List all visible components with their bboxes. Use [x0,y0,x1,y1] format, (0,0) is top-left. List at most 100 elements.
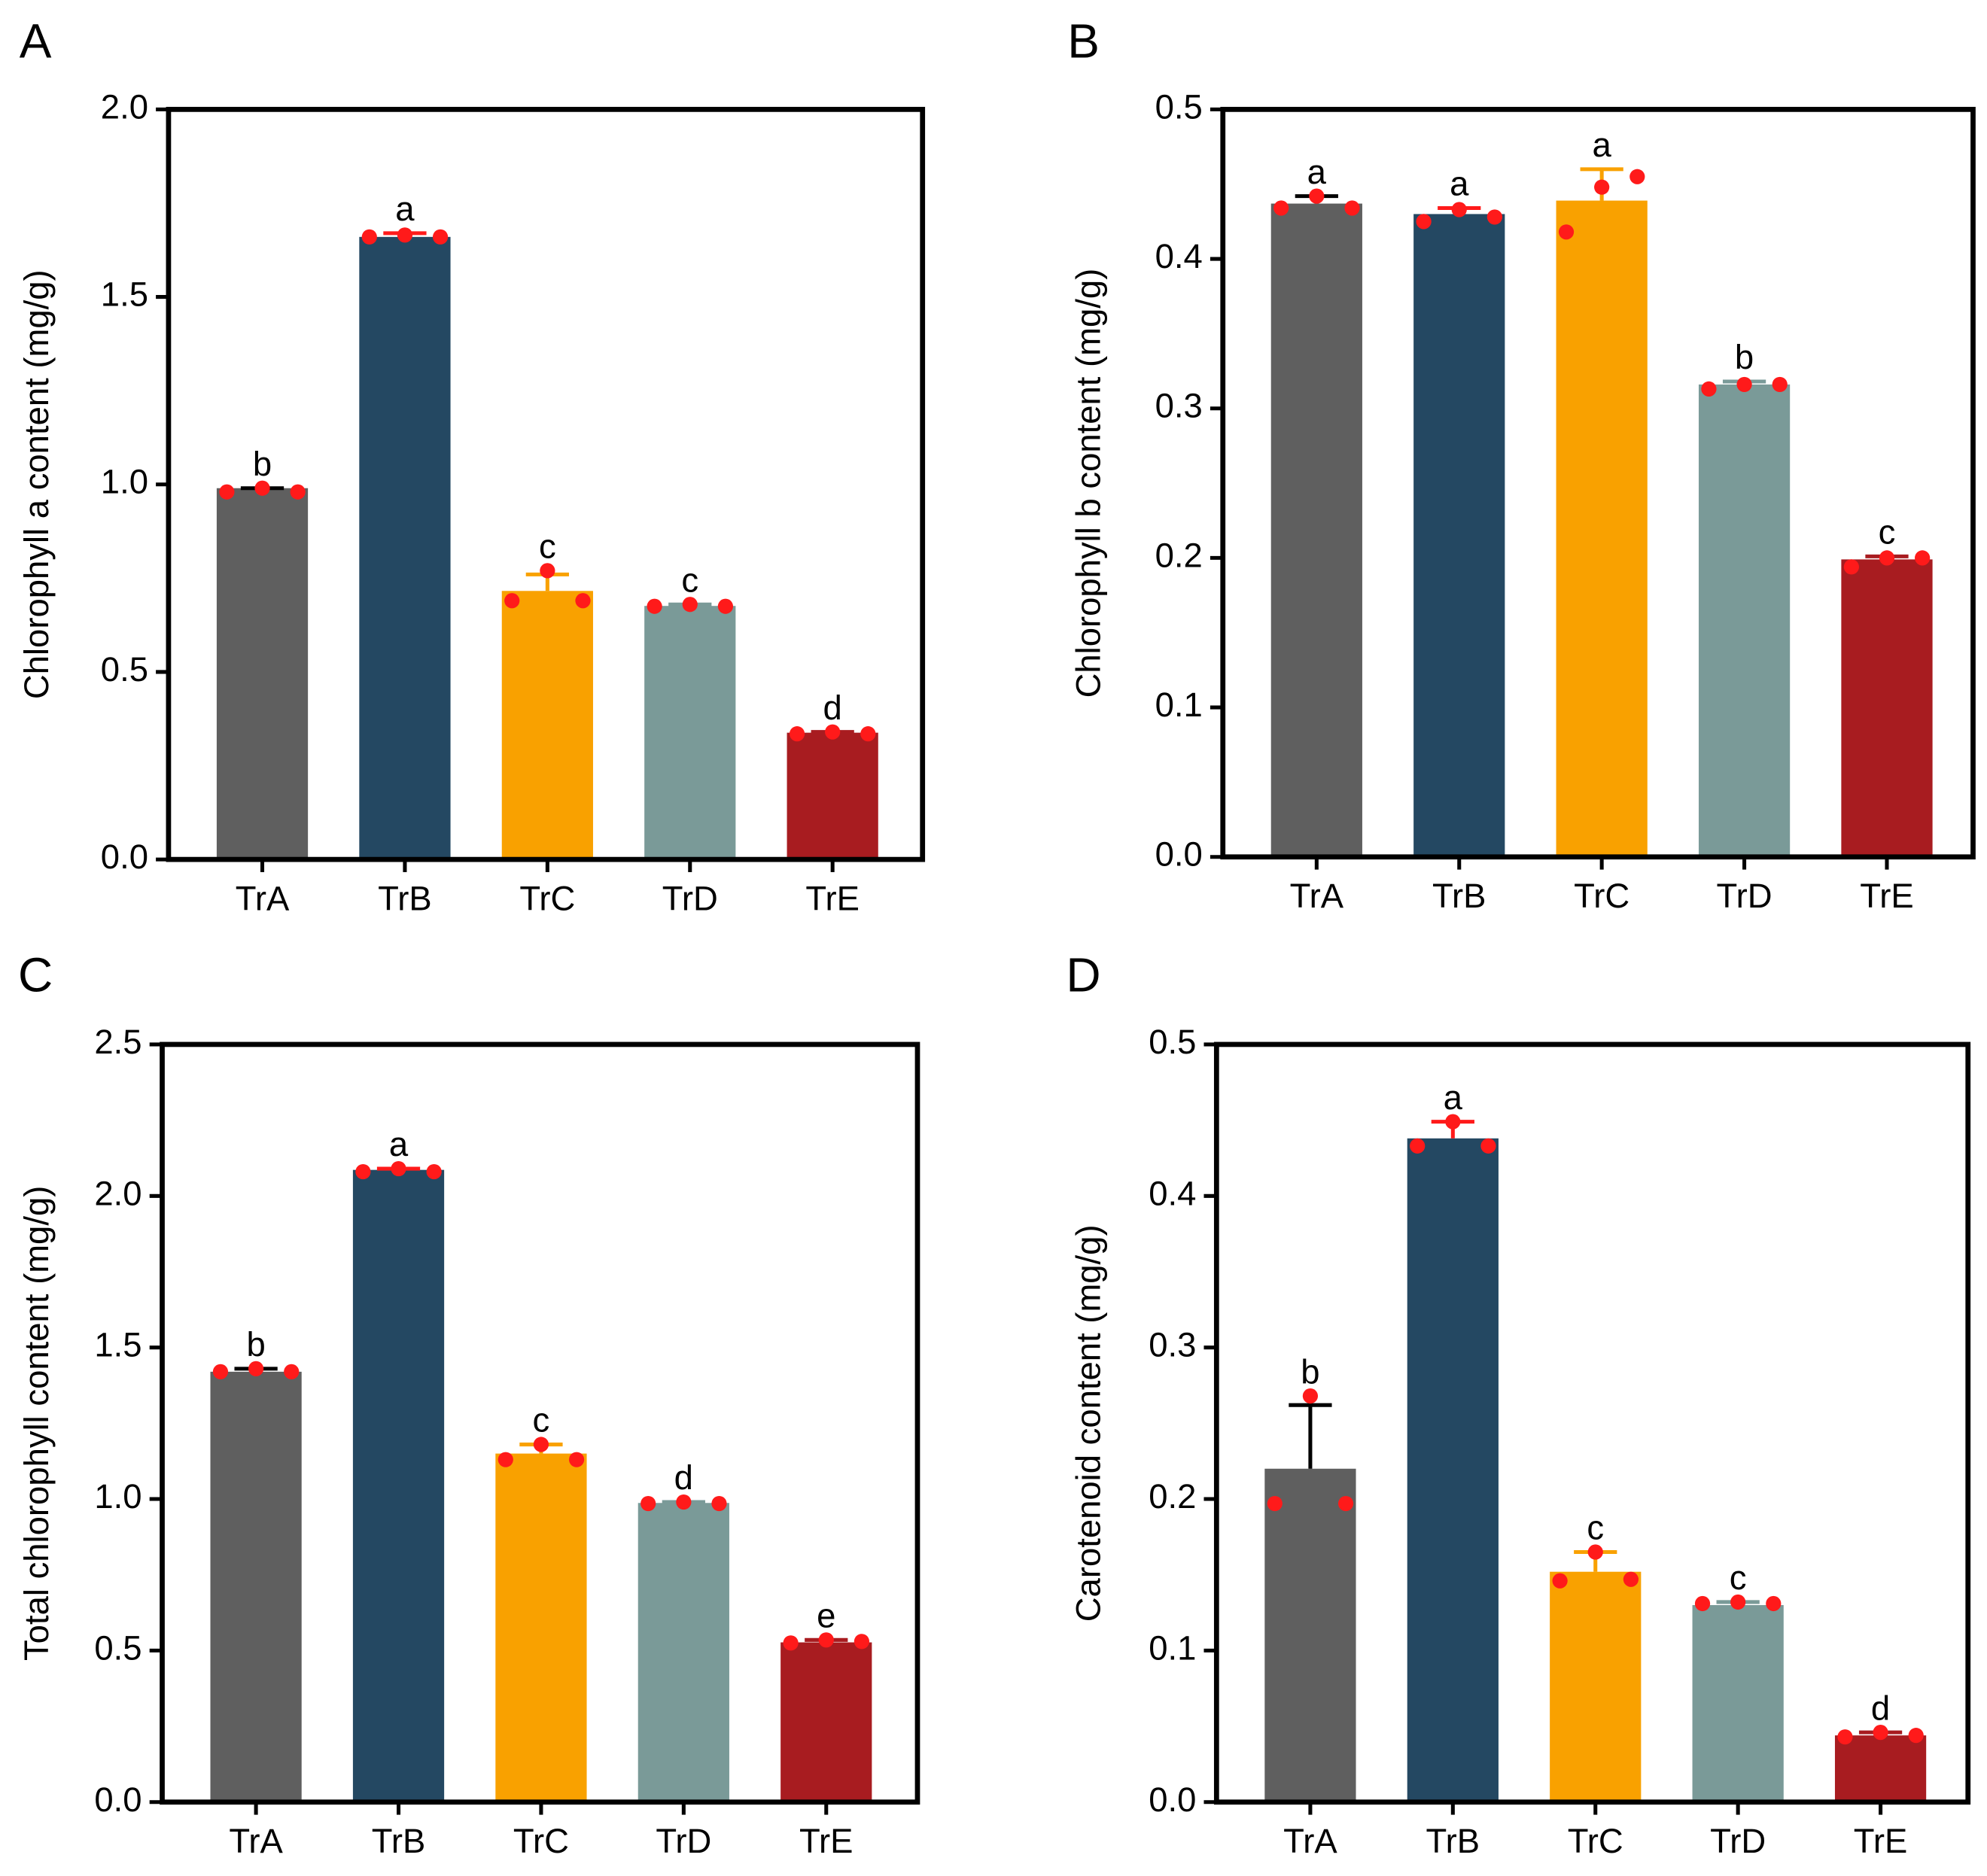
data-point [1445,1114,1461,1130]
data-point [641,1495,656,1512]
significance-label: b [253,445,272,483]
x-tick-label: TrE [1860,877,1914,915]
bar-trd [637,1503,729,1802]
significance-label: b [1735,338,1754,376]
data-point [860,726,876,742]
panel-label: D [1066,947,1100,1002]
bar-trd [644,606,736,860]
y-tick-label: 0.5 [1155,87,1203,126]
x-tick-label: TrE [805,879,860,917]
bar-trc [501,591,593,860]
data-point [1837,1729,1853,1745]
x-tick-label: TrC [1574,877,1629,915]
data-point [1267,1495,1283,1512]
y-tick-label: 0.3 [1149,1326,1196,1364]
x-tick-label: TrC [513,1822,569,1860]
significance-label: c [1879,513,1896,552]
data-point [1701,381,1717,397]
data-point [1558,224,1575,240]
bar-tra [216,488,309,860]
x-tick-label: TrB [1426,1822,1480,1860]
data-point [1552,1573,1568,1589]
bar-trd [1698,384,1791,857]
data-point [540,563,555,579]
y-tick-label: 1.5 [94,1326,141,1364]
data-point [290,484,306,500]
data-point [1694,1595,1711,1612]
data-point [1587,1544,1603,1560]
data-point [1629,169,1645,184]
y-tick-label: 0.5 [94,1628,141,1667]
data-point [1730,1594,1746,1610]
x-tick-label: TrB [378,879,432,917]
panel-b: B Chlorophyll b content (mg/g) 0.0 0.1 0.2 0.… [1067,14,1976,915]
x-tick-label: TrA [236,879,290,917]
x-tick-label: TrC [519,879,575,917]
data-point [426,1163,442,1180]
y-tick-label: 0.5 [101,650,148,689]
data-point [533,1437,549,1452]
significance-label: b [1301,1352,1319,1391]
bar-tre [1834,1735,1927,1802]
significance-label: a [1450,165,1469,203]
data-point [818,1632,834,1648]
y-tick-label: 1.0 [101,463,148,501]
data-point [397,227,413,243]
y-tick-label: 0.2 [1149,1477,1196,1516]
data-point [1915,550,1931,566]
y-tick-label: 0.4 [1149,1174,1196,1212]
data-point [1594,179,1610,195]
significance-label: a [389,1125,409,1163]
x-tick-label: TrB [1432,877,1486,915]
y-tick-label: 2.5 [94,1023,141,1061]
data-point [1879,550,1895,566]
data-point [1486,209,1502,225]
data-point [575,593,591,609]
data-point [568,1452,585,1467]
data-point [212,1364,229,1379]
data-point [783,1635,799,1651]
bar-trc [1556,200,1648,857]
bar-trc [495,1453,587,1802]
y-tick-label: 0.0 [1155,835,1203,874]
y-axis-label: Carotenoid content (mg/g) [1069,1224,1107,1622]
significance-label: c [1587,1509,1604,1547]
panel-c: C Total chlorophyll content (mg/g) 0.0 0.5 1… [17,947,920,1860]
data-point [1766,1595,1782,1612]
data-point [711,1495,727,1512]
y-tick-label: 0.0 [1149,1780,1196,1819]
y-tick-label: 0.2 [1155,536,1203,574]
data-point [1344,200,1360,216]
y-tick-label: 0.1 [1149,1628,1196,1667]
significance-label: e [817,1596,835,1634]
data-point [361,229,377,245]
data-point [284,1364,300,1379]
data-point [1273,200,1289,216]
data-point [789,726,805,742]
bar-trd [1692,1604,1784,1802]
x-tick-label: TrC [1568,1822,1623,1860]
x-tick-label: TrD [662,879,718,917]
data-point [355,1163,371,1180]
x-tick-label: TrA [1283,1822,1337,1860]
data-point [254,480,270,496]
significance-label: a [1307,153,1327,191]
bar-tra [1270,203,1362,857]
x-tick-label: TrD [1717,877,1772,915]
y-tick-label: 1.0 [94,1477,141,1516]
data-point [219,484,235,500]
data-point [432,229,449,245]
data-point [1772,376,1788,393]
bar-tre [787,732,878,860]
y-tick-label: 1.5 [101,275,148,314]
data-point [854,1634,869,1649]
x-tick-label: TrA [1290,877,1344,915]
x-tick-label: TrA [229,1822,283,1860]
y-tick-label: 0.4 [1155,237,1203,275]
data-point [1623,1571,1639,1587]
data-point [676,1494,692,1510]
significance-label: d [1871,1689,1890,1727]
y-axis-label: Total chlorophyll content (mg/g) [17,1186,56,1661]
data-point [1908,1728,1924,1744]
